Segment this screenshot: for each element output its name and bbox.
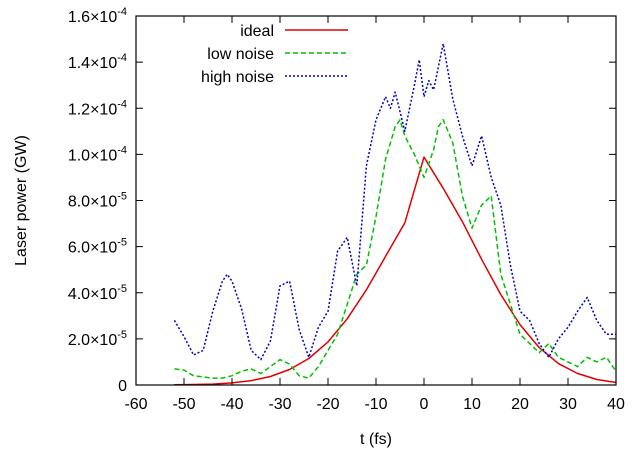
series-high-noise bbox=[173, 42, 616, 361]
legend-label: low noise bbox=[207, 46, 274, 63]
y-tick-mantissa: 0 bbox=[118, 378, 127, 395]
x-tick-label: 0 bbox=[420, 396, 429, 413]
series-line bbox=[174, 156, 617, 386]
y-tick-label: 1.4×10-4 bbox=[68, 52, 127, 72]
x-tick-label: 20 bbox=[511, 396, 529, 413]
y-tick-mantissa: 1.4×10 bbox=[68, 55, 117, 72]
y-tick-exponent: -5 bbox=[117, 237, 127, 249]
y-tick-exponent: -5 bbox=[117, 283, 127, 295]
series-ideal bbox=[174, 156, 617, 386]
series-low-noise bbox=[174, 119, 617, 379]
y-tick-exponent: -5 bbox=[117, 191, 127, 203]
legend-label: high noise bbox=[201, 69, 274, 86]
legend-label: ideal bbox=[240, 23, 274, 40]
x-tick-label: -40 bbox=[220, 396, 243, 413]
x-tick-label: 30 bbox=[559, 396, 577, 413]
y-tick-mantissa: 8.0×10 bbox=[68, 194, 117, 211]
series-line bbox=[173, 42, 616, 361]
y-tick-label: 4.0×10-5 bbox=[68, 283, 127, 303]
x-tick-label: 10 bbox=[463, 396, 481, 413]
legend: ideal low noise high noise bbox=[201, 23, 348, 86]
x-tick-label: -30 bbox=[268, 396, 291, 413]
y-tick-exponent: -5 bbox=[117, 329, 127, 341]
series-layer bbox=[173, 42, 617, 386]
x-tick-label: -50 bbox=[172, 396, 195, 413]
x-tick-label: -60 bbox=[124, 396, 147, 413]
y-tick-mantissa: 2.0×10 bbox=[68, 332, 117, 349]
y-tick-exponent: -4 bbox=[117, 52, 127, 64]
y-tick-mantissa: 4.0×10 bbox=[68, 286, 117, 303]
y-tick-exponent: -4 bbox=[117, 144, 127, 156]
x-axis-label: t (fs) bbox=[360, 431, 392, 448]
y-tick-exponent: -4 bbox=[117, 6, 127, 18]
x-tick-label: -20 bbox=[316, 396, 339, 413]
y-tick-exponent: -4 bbox=[117, 98, 127, 110]
y-tick-label: 1.0×10-4 bbox=[68, 144, 127, 164]
y-tick-label: 2.0×10-5 bbox=[68, 329, 127, 349]
ticks-layer bbox=[135, 15, 617, 386]
y-tick-label: 1.2×10-4 bbox=[68, 98, 127, 118]
x-tick-label: 40 bbox=[607, 396, 625, 413]
y-axis-label: Laser power (GW) bbox=[13, 135, 30, 266]
y-tick-label: 6.0×10-5 bbox=[68, 237, 127, 257]
y-tick-mantissa: 1.0×10 bbox=[68, 147, 117, 164]
x-tick-label: -10 bbox=[364, 396, 387, 413]
y-tick-label: 8.0×10-5 bbox=[68, 191, 127, 211]
tick-labels: -60 -50 -40 -30 -20 -10 0 10 20 30 4002.0×10-54.0×… bbox=[68, 6, 625, 413]
y-tick-label: 1.6×10-4 bbox=[68, 6, 127, 26]
series-line bbox=[174, 119, 617, 379]
y-tick-mantissa: 6.0×10 bbox=[68, 240, 117, 257]
y-tick-label: 0 bbox=[118, 378, 127, 395]
y-tick-mantissa: 1.6×10 bbox=[68, 9, 117, 26]
y-tick-mantissa: 1.2×10 bbox=[68, 101, 117, 118]
